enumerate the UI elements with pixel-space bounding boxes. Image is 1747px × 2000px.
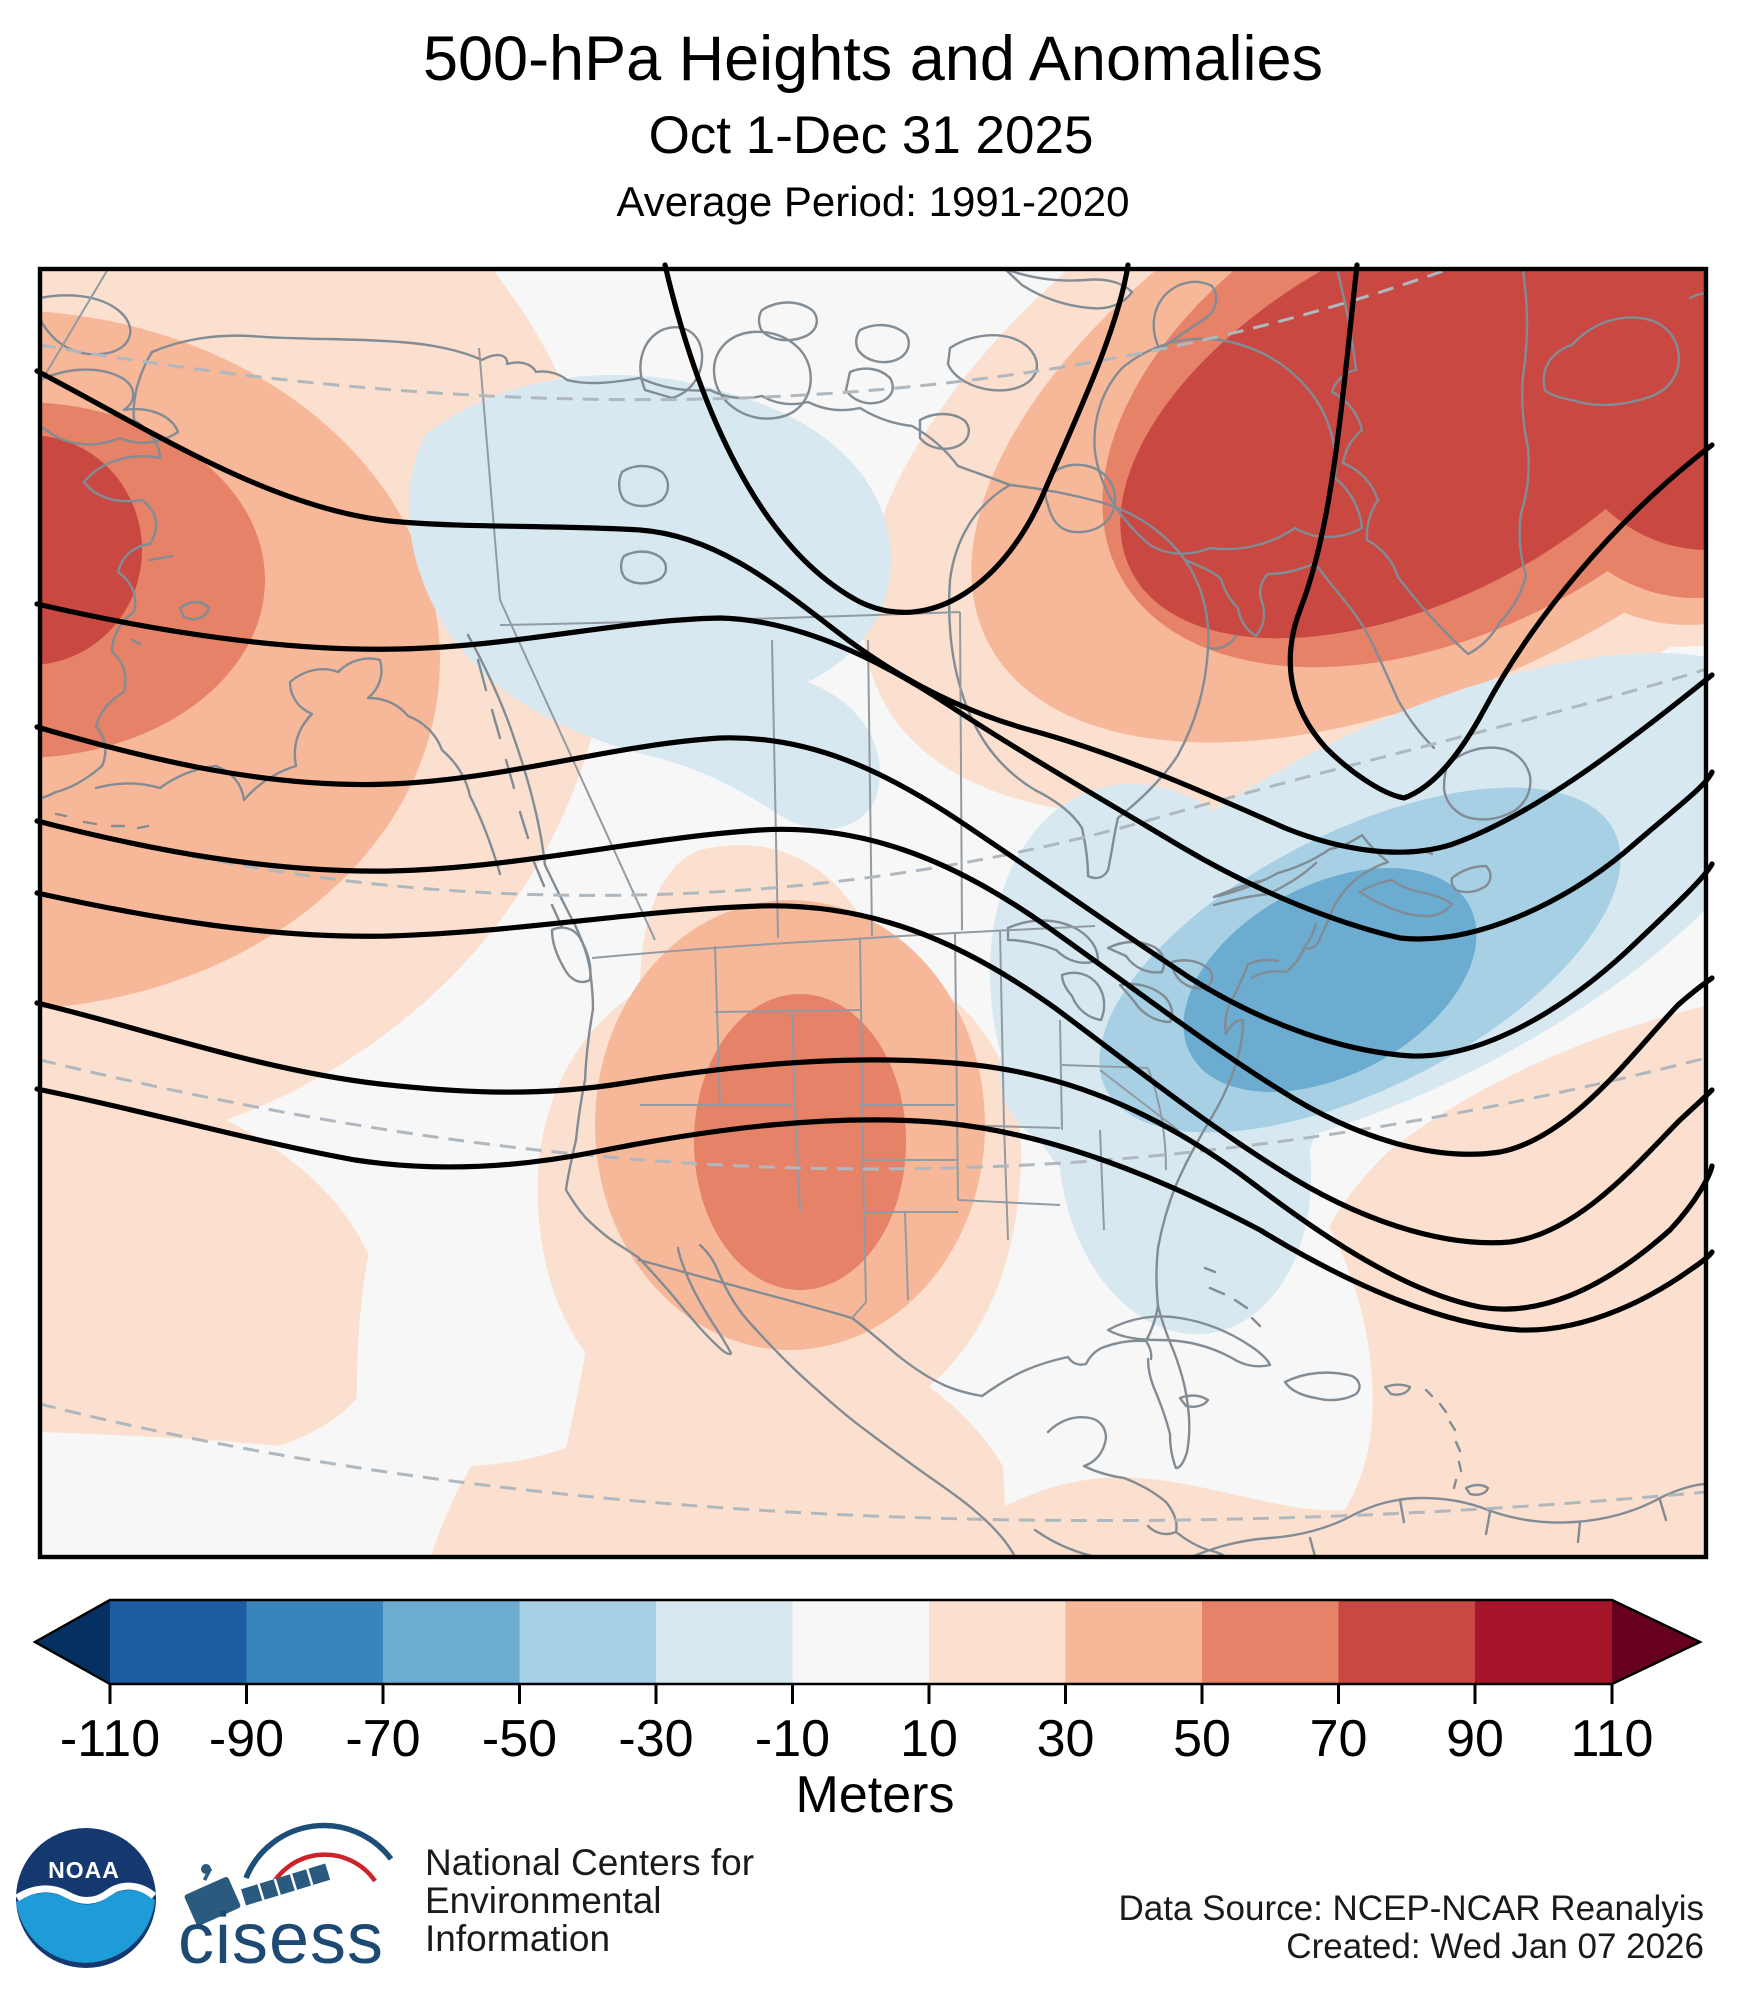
svg-text:-110: -110 [60,1710,160,1768]
svg-text:Oct 1-Dec 31 2025: Oct 1-Dec 31 2025 [649,106,1094,165]
svg-text:Information: Information [425,1918,610,1959]
svg-text:-70: -70 [345,1710,420,1768]
svg-text:50: 50 [1173,1710,1231,1768]
svg-text:500-hPa Heights and Anomalies: 500-hPa Heights and Anomalies [423,24,1323,94]
svg-text:-90: -90 [209,1710,284,1768]
svg-text:NOAA: NOAA [48,1857,120,1883]
svg-text:Meters: Meters [796,1766,955,1824]
svg-text:-50: -50 [482,1710,557,1768]
svg-text:10: 10 [900,1710,958,1768]
svg-text:Data Source: NCEP-NCAR Reanaly: Data Source: NCEP-NCAR Reanalyis [1119,1889,1704,1928]
svg-text:National Centers for: National Centers for [425,1842,754,1883]
svg-text:Environmental: Environmental [425,1880,662,1921]
svg-text:-10: -10 [755,1710,830,1768]
svg-text:110: 110 [1571,1710,1654,1768]
svg-text:Average Period: 1991-2020: Average Period: 1991-2020 [617,178,1130,225]
svg-text:90: 90 [1446,1710,1504,1768]
svg-text:-30: -30 [618,1710,693,1768]
svg-text:Created: Wed Jan 07 2026: Created: Wed Jan 07 2026 [1286,1927,1704,1966]
svg-text:cisess: cisess [178,1899,384,1979]
svg-text:30: 30 [1037,1710,1095,1768]
svg-text:70: 70 [1310,1710,1368,1768]
